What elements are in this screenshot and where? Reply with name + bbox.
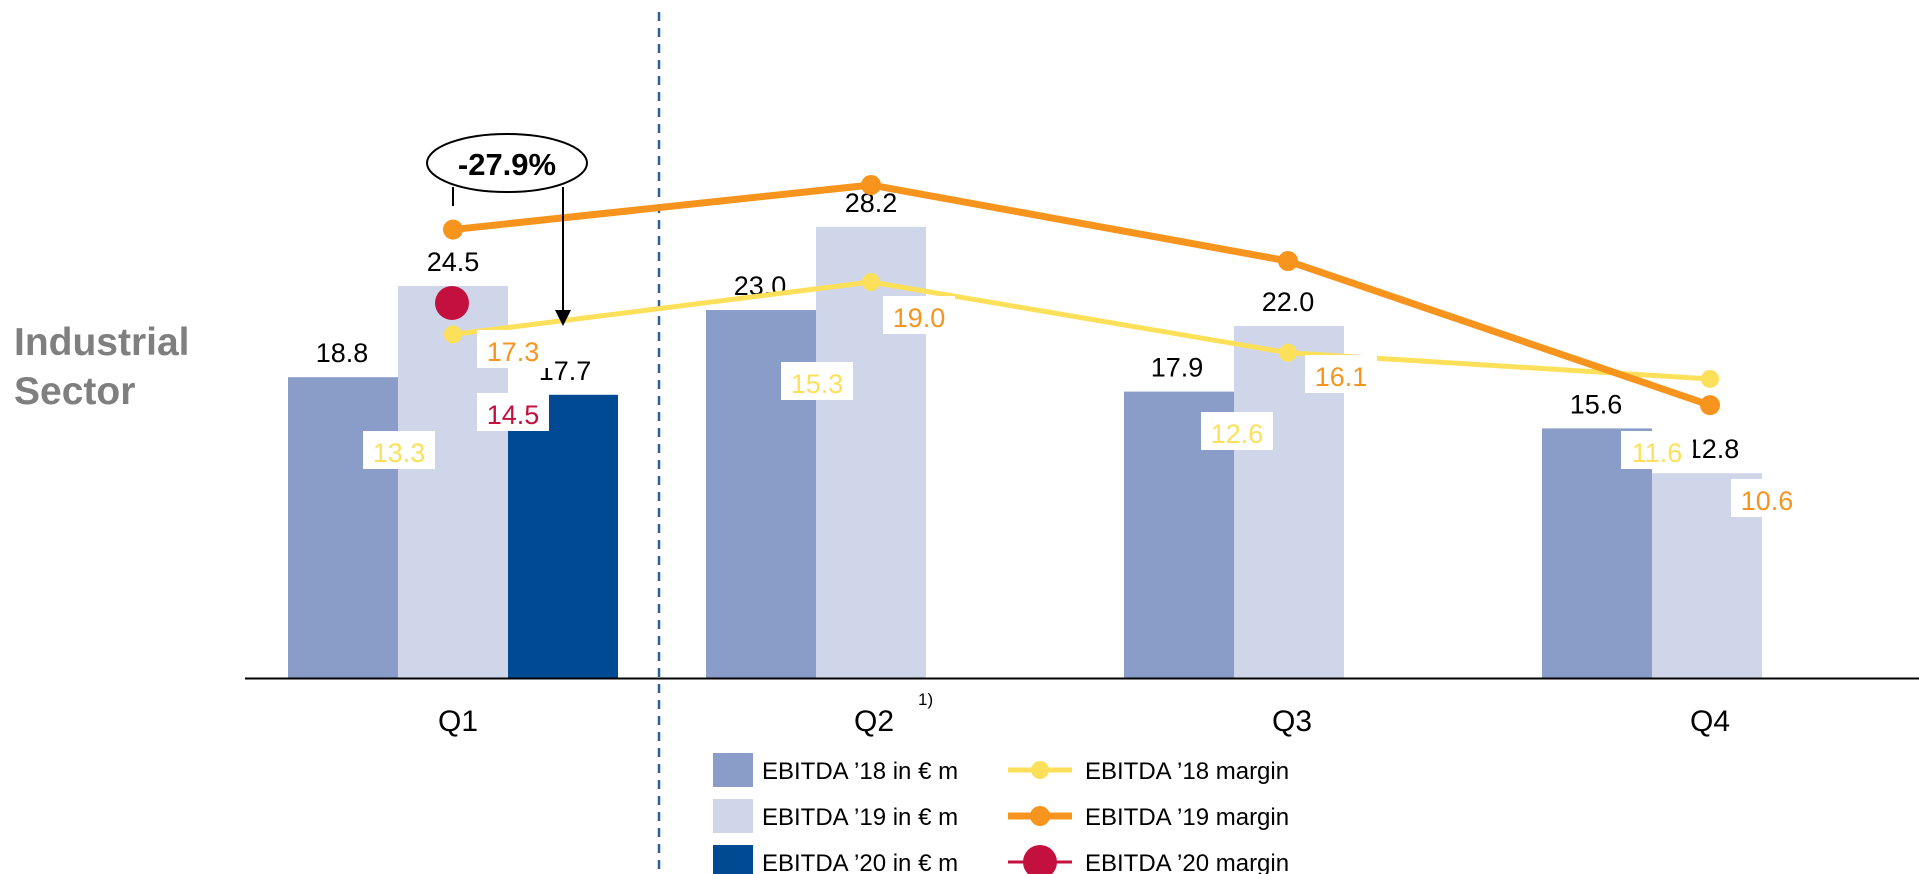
margin-19-point [1278,251,1298,272]
bar-value-label: 24.5 [427,247,480,277]
category-label-q1: Q1 [438,705,478,738]
legend-swatch-point [1031,761,1049,779]
margin-19-label: 10.6 [1741,486,1794,516]
annotation-arrowhead [555,310,571,326]
margin-18-label: 15.3 [791,369,844,399]
legend-label: EBITDA ’18 margin [1085,758,1289,785]
margin-19-point [861,175,881,196]
margin-18-label: 11.6 [1632,438,1683,468]
legend-label: EBITDA ’20 margin [1085,850,1289,874]
legend-label: EBITDA ’18 in € m [762,758,958,785]
change-annotation-ellipse [426,133,588,193]
category-label-q3: Q3 [1272,705,1312,738]
bar-18-q1 [288,377,398,678]
margin-18-point [444,325,462,344]
legend-swatch-point [1030,806,1050,826]
margin-18-point [1701,369,1719,388]
margin-18-line [452,279,1711,382]
bar-value-label: 17.9 [1151,353,1204,383]
legend-swatch-point [1023,845,1057,874]
margin-19-label-bg [477,330,549,368]
margin-18-point [1279,343,1297,362]
legend-swatch-bar [713,799,753,833]
sector-title: Industrial Sector [14,318,214,416]
legend-label: EBITDA ’19 margin [1085,804,1289,831]
margin-18-label-bg [1621,431,1693,469]
margin-19-label: 16.1 [1315,362,1368,392]
margin-18-label-bg [363,431,435,469]
margin-18-label: 13.3 [373,438,426,468]
bar-value-label: 22.0 [1262,287,1315,317]
sector-title-line-2: Sector [14,370,136,413]
category-label-q2: Q2 [854,705,894,738]
bar-18-q4 [1542,428,1652,678]
margin-19-label: 17.3 [487,337,540,367]
margin-18-label: 12.6 [1211,419,1264,449]
margin-19-point [443,219,463,240]
margin-19-line [452,181,1712,409]
category-footnote: 1) [918,690,933,709]
margin-19-label-bg [1731,479,1803,517]
legend-label: EBITDA ’19 in € m [762,804,958,831]
margin-18-label-bg [781,362,853,400]
legend-swatch-bar [713,845,753,874]
bar-20-q1 [508,394,618,678]
sector-title-line-1: Industrial [14,321,190,364]
change-annotation-text: -27.9% [458,147,556,182]
legend-label: EBITDA ’20 in € m [762,850,958,874]
margin-19-label-bg [883,296,955,334]
margin-19-label-bg [1305,355,1377,393]
category-label-q4: Q4 [1690,705,1730,738]
bar-value-label: 18.8 [316,338,369,368]
margin-18-label-bg [1201,412,1273,450]
legend-swatch-bar [713,753,753,787]
margin-20-label: 14.5 [487,400,540,430]
margin-20-point [435,285,469,320]
margin-18-point [862,272,880,291]
bar-value-label: 12.8 [1687,434,1740,464]
bar-19-q2 [816,226,926,679]
margin-19-label: 19.0 [893,303,946,333]
margin-20-label-bg [477,393,549,431]
bar-value-label: 15.6 [1570,389,1623,419]
margin-19-point [1700,395,1720,416]
